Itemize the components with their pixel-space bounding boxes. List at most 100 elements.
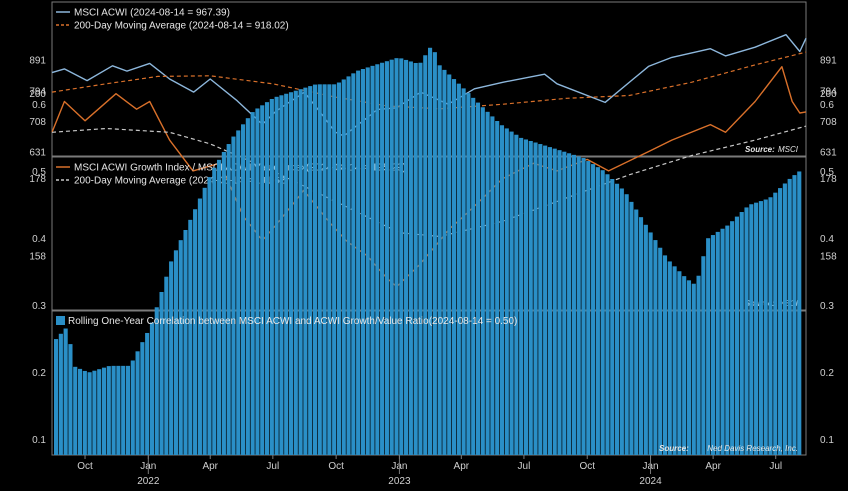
correlation-bar [461, 88, 466, 456]
correlation-bar [97, 369, 102, 455]
x-tick-label-month: Apr [202, 461, 218, 472]
legend-label: 200-Day Moving Average (2024-08-14 = 918… [74, 21, 289, 32]
y-tick-label-right: 891 [820, 56, 837, 67]
correlation-bar [188, 219, 193, 455]
correlation-bar [528, 140, 533, 456]
y-tick-label-right: 0.6 [820, 100, 834, 111]
correlation-bar [447, 74, 452, 455]
correlation-bar [231, 136, 236, 456]
correlation-bar [667, 261, 672, 455]
correlation-bar [490, 116, 495, 455]
correlation-bar [672, 266, 677, 455]
y-tick-label-left: 200 [29, 89, 46, 100]
correlation-bar [73, 366, 78, 455]
correlation-bar [701, 256, 706, 455]
correlation-bar [715, 231, 720, 455]
correlation-bar [54, 339, 59, 455]
correlation-bar [682, 276, 687, 455]
correlation-bar [734, 216, 739, 455]
correlation-bar [749, 204, 754, 455]
correlation-bar [456, 83, 461, 456]
correlation-bar [480, 107, 485, 456]
correlation-bar [250, 112, 255, 455]
correlation-bar [638, 217, 644, 455]
x-tick-label-month: Oct [328, 461, 344, 472]
correlation-bar [169, 261, 174, 455]
correlation-bar [686, 280, 692, 455]
correlation-bar [605, 174, 610, 455]
correlation-bar [739, 212, 744, 455]
correlation-bar [730, 221, 735, 455]
correlation-bar [437, 65, 442, 455]
y-tick-label-left: 0.3 [32, 301, 46, 312]
y-tick-label-left: 794 [29, 86, 46, 97]
correlation-bar [591, 164, 596, 455]
correlation-bar [413, 62, 418, 456]
correlation-bar [629, 201, 634, 455]
correlation-bar [471, 97, 476, 455]
correlation-bar [264, 102, 270, 456]
source-label: Source: [659, 444, 689, 453]
correlation-bar [284, 93, 289, 455]
correlation-bar [279, 95, 284, 455]
correlation-bar [744, 207, 749, 455]
y-tick-label-right: 200 [820, 89, 837, 100]
correlation-bar [346, 76, 351, 456]
correlation-bar [499, 125, 505, 455]
legend-label: Rolling One-Year Correlation between MSC… [68, 316, 517, 327]
correlation-bar [754, 202, 759, 455]
correlation-bar [615, 183, 620, 456]
x-tick-label-month: Jul [518, 461, 531, 472]
correlation-bar [125, 365, 131, 455]
correlation-bar [557, 150, 562, 455]
correlation-bar [571, 154, 576, 456]
correlation-bar [106, 366, 111, 455]
correlation-bar [466, 93, 471, 456]
correlation-bar [68, 344, 73, 455]
correlation-bar [87, 372, 92, 455]
correlation-bar [245, 118, 250, 455]
correlation-bar [298, 89, 303, 456]
correlation-bar [634, 209, 639, 455]
correlation-bar [423, 55, 428, 455]
x-tick-label-month: Jul [266, 461, 279, 472]
correlation-bar [178, 240, 183, 455]
correlation-bar [336, 82, 342, 456]
y-tick-label-right: 0.3 [820, 301, 834, 312]
correlation-bar [792, 175, 797, 456]
correlation-bar [308, 86, 313, 456]
correlation-bar [111, 365, 116, 455]
correlation-bar [504, 128, 509, 456]
correlation-bar [538, 144, 543, 456]
y-tick-label-right: 0.1 [820, 435, 834, 446]
correlation-bar [562, 151, 567, 455]
source-value: Ned Davis Research, Inc. [707, 444, 798, 453]
correlation-bars [54, 47, 802, 456]
correlation-bar [135, 351, 140, 455]
correlation-bar [399, 58, 404, 456]
correlation-bar [408, 61, 413, 456]
correlation-bar [428, 47, 433, 455]
correlation-bar [567, 153, 572, 455]
correlation-bar [543, 145, 548, 455]
correlation-bar [533, 142, 538, 455]
y-tick-label-left: 631 [29, 148, 46, 159]
correlation-bar [322, 84, 327, 455]
correlation-bar [610, 179, 615, 455]
y-tick-label-left: 0.2 [32, 368, 46, 379]
correlation-bar [207, 177, 212, 456]
correlation-bar [217, 159, 222, 455]
correlation-bar [600, 170, 605, 455]
correlation-bar [101, 367, 107, 455]
y-tick-label-right: 0.2 [820, 368, 834, 379]
panel-bottom: 0.1 0.1 0.2 0.2 0.3 0.3 0.4 0.4 0.5 0.5 0.6 0.6 Roll… [32, 47, 834, 456]
correlation-bar [183, 230, 188, 455]
correlation-bar [63, 328, 68, 455]
correlation-bar [116, 365, 121, 455]
correlation-bar [710, 235, 716, 455]
correlation-bar [595, 167, 600, 455]
correlation-bar [552, 148, 557, 455]
correlation-bar [130, 360, 135, 455]
y-tick-label-right: 178 [820, 174, 837, 185]
